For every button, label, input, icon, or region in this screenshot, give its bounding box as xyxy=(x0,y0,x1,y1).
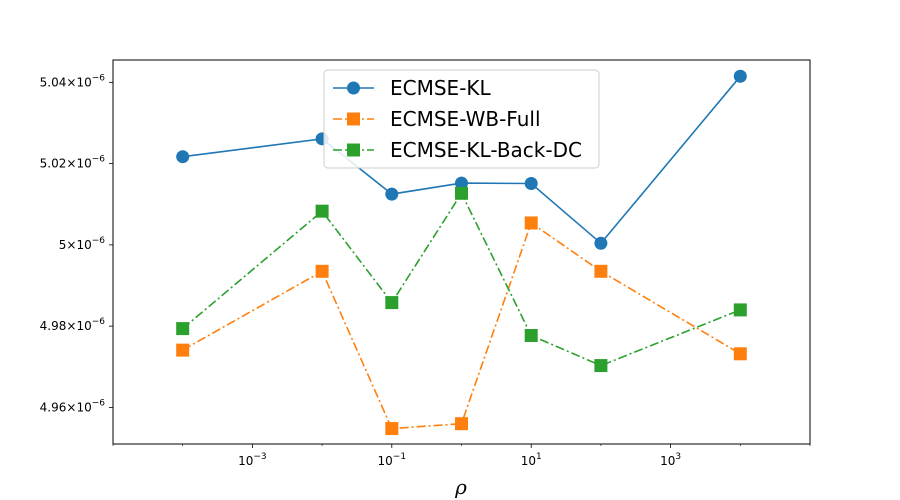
series-2-point xyxy=(455,417,468,431)
series-line-2 xyxy=(182,221,741,430)
y-tick-label: 5×10−6 xyxy=(59,236,106,252)
series-1-point xyxy=(176,150,190,164)
series-2-point xyxy=(385,422,399,436)
series-3-point xyxy=(524,329,538,343)
y-tick-label: 4.96×10−6 xyxy=(40,398,106,414)
legend-label: ECMSE-KL xyxy=(390,76,492,100)
series-1-point xyxy=(524,177,538,191)
series-2-point xyxy=(524,216,538,230)
series-line-3 xyxy=(182,191,741,367)
legend-label: ECMSE-WB-Full xyxy=(390,107,541,131)
legend-label: ECMSE-KL-Back-DC xyxy=(390,138,582,162)
series-3-point xyxy=(455,186,468,200)
x-axis-label: ρ xyxy=(454,475,467,499)
series-3-point xyxy=(176,322,190,336)
legend-box xyxy=(323,69,600,169)
series-3-point xyxy=(385,296,399,310)
series-2-point xyxy=(594,264,608,278)
y-tick-label: 5.04×10−6 xyxy=(40,73,106,89)
x-tick-label: 10−1 xyxy=(378,452,407,468)
series-3-point xyxy=(315,204,329,218)
x-tick-label: 103 xyxy=(660,452,681,468)
x-tick-label: 101 xyxy=(521,452,542,468)
series-1-point xyxy=(455,176,468,190)
series-3-point xyxy=(594,359,608,373)
legend-marker xyxy=(347,81,360,95)
series-2-point xyxy=(315,264,329,278)
series-2-point xyxy=(733,347,747,361)
legend-marker xyxy=(347,112,360,126)
series-1-point xyxy=(385,187,399,201)
x-tick-label: 10−3 xyxy=(238,452,267,468)
y-tick-label: 4.98×10−6 xyxy=(40,317,106,333)
legend-marker xyxy=(347,143,360,157)
series-markers xyxy=(176,69,747,436)
x-axis-ticks: 10−3 10−1 101 103 xyxy=(112,444,811,468)
series-3-point xyxy=(733,303,747,317)
y-axis-ticks: 4.96×10−6 4.98×10−6 5×10−6 5.02×10−6 5.04×10… xyxy=(40,73,113,414)
legend: ECMSE-KL ECMSE-WB-Full ECMSE-KL-Back-DC xyxy=(323,69,600,169)
series-1-point xyxy=(594,236,608,250)
series-2-point xyxy=(176,343,190,357)
y-tick-label: 5.02×10−6 xyxy=(40,155,106,171)
series-1-point xyxy=(733,69,747,83)
